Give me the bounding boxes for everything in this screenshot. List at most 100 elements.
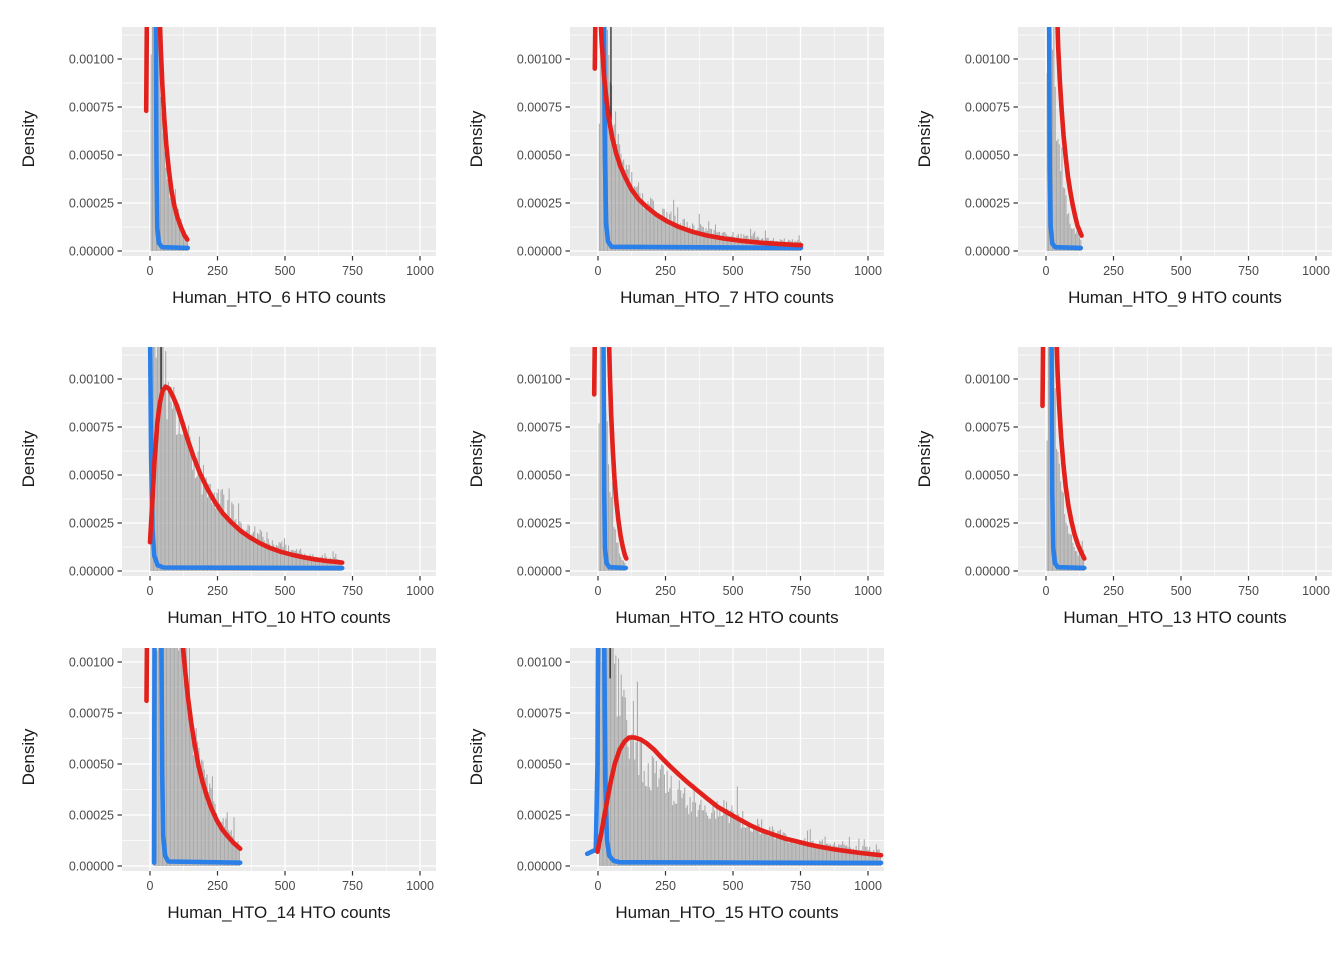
plot-human-hto-6: 0 250 500 750 1000 0.00000 0.00025 0.00050 0.000…: [19, 27, 436, 307]
svg-text:750: 750: [1238, 584, 1259, 598]
svg-text:1000: 1000: [854, 584, 882, 598]
plot-human-hto-7: 0 250 500 750 1000 0.00000 0.00025 0.00050 0.000…: [467, 27, 884, 307]
x-axis-title: Human_HTO_13 HTO counts: [1063, 608, 1286, 627]
plot-human-hto-15: 0 250 500 750 1000 0.00000 0.00025 0.00050 0.000…: [467, 648, 884, 922]
x-axis-title: Human_HTO_10 HTO counts: [167, 608, 390, 627]
panel-human-hto-10: 0 250 500 750 1000 0.00000 0.00025 0.00050 0.000…: [0, 320, 448, 640]
svg-text:0.00075: 0.00075: [965, 421, 1010, 435]
svg-text:750: 750: [790, 879, 811, 893]
svg-text:500: 500: [275, 264, 296, 278]
y-axis-title: Density: [19, 728, 38, 785]
plot-human-hto-12: 0 250 500 750 1000 0.00000 0.00025 0.00050 0.000…: [467, 347, 884, 627]
svg-text:250: 250: [655, 264, 676, 278]
svg-text:0: 0: [147, 879, 154, 893]
svg-text:0.00050: 0.00050: [965, 469, 1010, 483]
svg-text:0.00000: 0.00000: [517, 245, 562, 259]
panel-human-hto-7: 0 250 500 750 1000 0.00000 0.00025 0.00050 0.000…: [448, 0, 896, 320]
svg-text:1000: 1000: [406, 584, 434, 598]
svg-text:0.00050: 0.00050: [517, 469, 562, 483]
svg-text:750: 750: [342, 879, 363, 893]
svg-text:0.00025: 0.00025: [517, 809, 562, 823]
panel-human-hto-9: 0 250 500 750 1000 0.00000 0.00025 0.00050 0.000…: [896, 0, 1344, 320]
svg-text:0.00050: 0.00050: [69, 758, 114, 772]
svg-text:750: 750: [790, 264, 811, 278]
y-axis-title: Density: [19, 110, 38, 167]
svg-text:0.00050: 0.00050: [517, 758, 562, 772]
x-axis-title: Human_HTO_7 HTO counts: [620, 288, 834, 307]
svg-text:0.00100: 0.00100: [965, 373, 1010, 387]
plot-human-hto-14: 0 250 500 750 1000 0.00000 0.00025 0.00050 0.000…: [19, 648, 436, 922]
y-axis-title: Density: [467, 728, 486, 785]
svg-text:0: 0: [595, 264, 602, 278]
svg-text:0.00025: 0.00025: [69, 517, 114, 531]
svg-text:500: 500: [1171, 584, 1192, 598]
svg-text:0: 0: [595, 879, 602, 893]
svg-text:0.00100: 0.00100: [69, 373, 114, 387]
svg-text:500: 500: [275, 584, 296, 598]
svg-text:250: 250: [1103, 264, 1124, 278]
svg-text:0.00050: 0.00050: [965, 149, 1010, 163]
svg-text:0.00000: 0.00000: [69, 860, 114, 874]
svg-text:1000: 1000: [854, 879, 882, 893]
svg-text:1000: 1000: [1302, 584, 1330, 598]
svg-text:750: 750: [790, 584, 811, 598]
svg-text:0: 0: [147, 264, 154, 278]
svg-text:1000: 1000: [854, 264, 882, 278]
svg-text:0.00000: 0.00000: [517, 565, 562, 579]
plot-human-hto-9: 0 250 500 750 1000 0.00000 0.00025 0.00050 0.000…: [915, 27, 1332, 307]
svg-text:0.00000: 0.00000: [69, 245, 114, 259]
svg-text:0.00000: 0.00000: [965, 245, 1010, 259]
svg-text:250: 250: [207, 584, 228, 598]
svg-text:0: 0: [595, 584, 602, 598]
svg-text:0.00075: 0.00075: [517, 421, 562, 435]
svg-text:250: 250: [655, 584, 676, 598]
panel-human-hto-13: 0 250 500 750 1000 0.00000 0.00025 0.00050 0.000…: [896, 320, 1344, 640]
svg-text:0.00075: 0.00075: [965, 101, 1010, 115]
svg-text:0.00050: 0.00050: [517, 149, 562, 163]
svg-text:1000: 1000: [1302, 264, 1330, 278]
svg-text:0.00100: 0.00100: [517, 373, 562, 387]
svg-text:0.00100: 0.00100: [965, 53, 1010, 67]
svg-text:0.00100: 0.00100: [69, 53, 114, 67]
svg-text:250: 250: [655, 879, 676, 893]
y-axis-title: Density: [467, 430, 486, 487]
svg-text:0.00000: 0.00000: [965, 565, 1010, 579]
svg-text:0.00025: 0.00025: [517, 517, 562, 531]
x-axis-title: Human_HTO_14 HTO counts: [167, 903, 390, 922]
y-axis-title: Density: [19, 430, 38, 487]
svg-text:250: 250: [207, 879, 228, 893]
svg-text:0.00075: 0.00075: [69, 101, 114, 115]
svg-text:0.00100: 0.00100: [517, 53, 562, 67]
svg-text:0.00075: 0.00075: [517, 707, 562, 721]
svg-text:0.00000: 0.00000: [69, 565, 114, 579]
svg-text:0: 0: [1043, 264, 1050, 278]
x-axis-title: Human_HTO_15 HTO counts: [615, 903, 838, 922]
svg-text:250: 250: [1103, 584, 1124, 598]
svg-text:0: 0: [147, 584, 154, 598]
svg-text:0.00075: 0.00075: [517, 101, 562, 115]
svg-text:0.00075: 0.00075: [69, 707, 114, 721]
svg-text:1000: 1000: [406, 264, 434, 278]
svg-text:0.00025: 0.00025: [517, 197, 562, 211]
svg-text:500: 500: [723, 879, 744, 893]
svg-text:0.00050: 0.00050: [69, 469, 114, 483]
x-axis-title: Human_HTO_12 HTO counts: [615, 608, 838, 627]
plot-human-hto-10: 0 250 500 750 1000 0.00000 0.00025 0.00050 0.000…: [19, 347, 436, 627]
svg-text:750: 750: [1238, 264, 1259, 278]
svg-text:0.00025: 0.00025: [965, 517, 1010, 531]
svg-text:0.00000: 0.00000: [517, 860, 562, 874]
svg-text:0.00025: 0.00025: [69, 809, 114, 823]
svg-text:500: 500: [723, 264, 744, 278]
svg-text:750: 750: [342, 264, 363, 278]
empty-cell: [896, 640, 1344, 960]
svg-text:0.00075: 0.00075: [69, 421, 114, 435]
svg-text:0: 0: [1043, 584, 1050, 598]
svg-text:0.00025: 0.00025: [69, 197, 114, 211]
svg-text:500: 500: [275, 879, 296, 893]
panel-human-hto-15: 0 250 500 750 1000 0.00000 0.00025 0.00050 0.000…: [448, 640, 896, 960]
svg-text:500: 500: [723, 584, 744, 598]
y-axis-title: Density: [915, 430, 934, 487]
y-axis-title: Density: [915, 110, 934, 167]
svg-text:750: 750: [342, 584, 363, 598]
